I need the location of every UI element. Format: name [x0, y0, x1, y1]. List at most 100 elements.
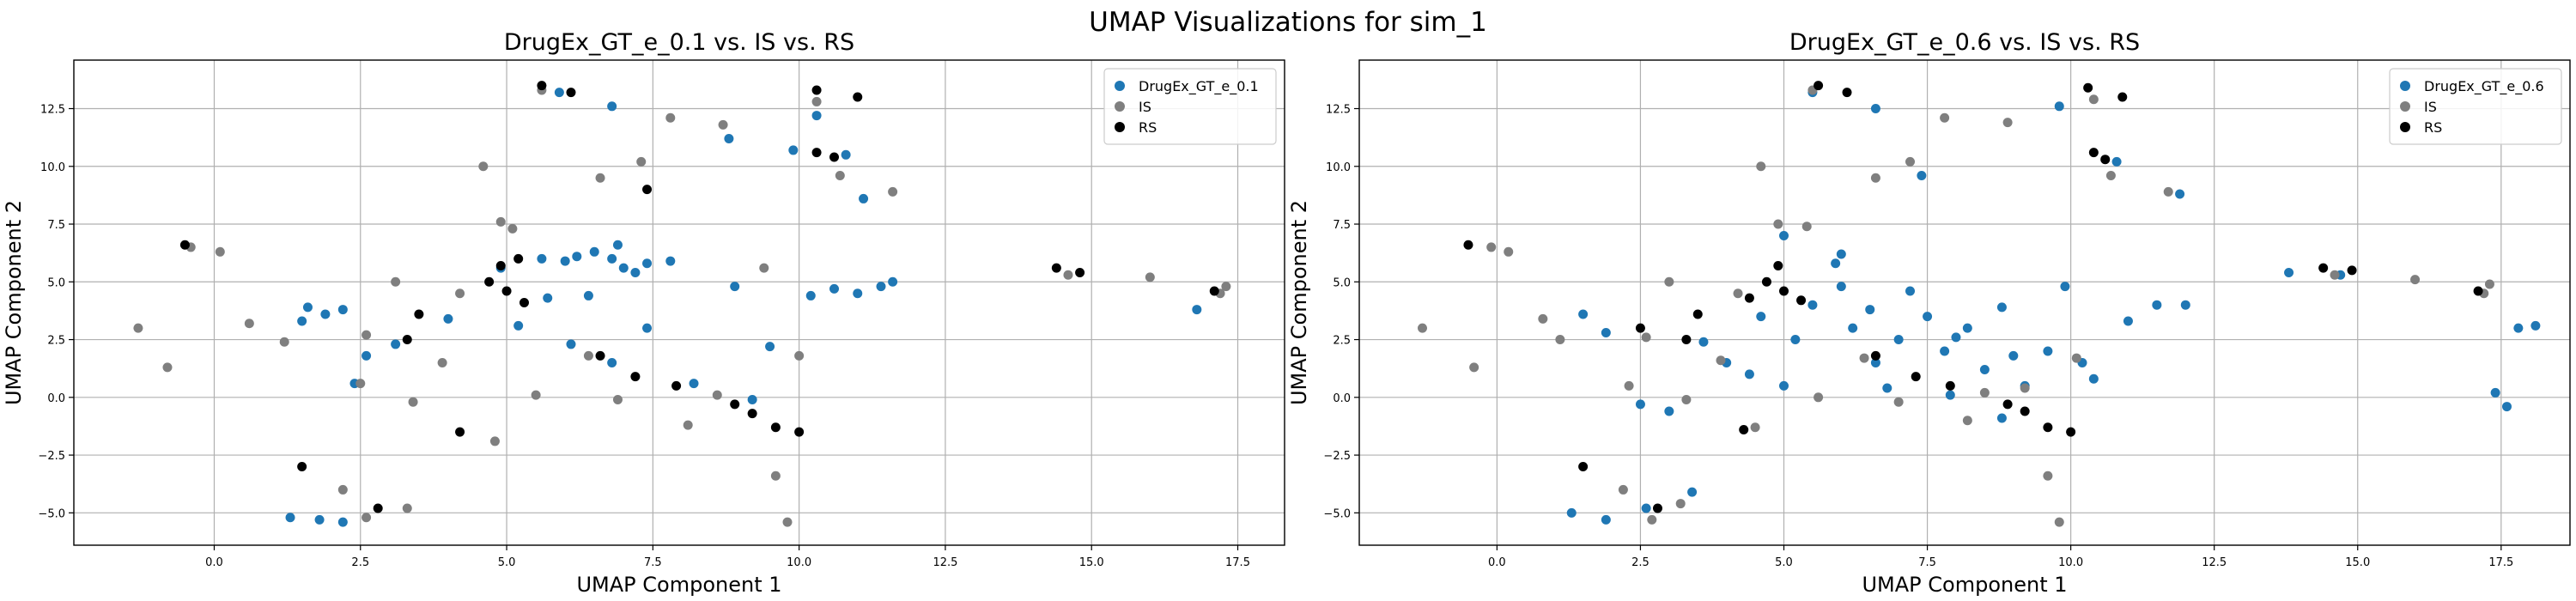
scatter-point [1911, 372, 1921, 382]
scatter-point [1744, 293, 1754, 303]
scatter-point [2330, 270, 2340, 280]
scatter-point [1940, 112, 1950, 123]
scatter-point [712, 390, 722, 400]
x-tick-label: 5.0 [498, 556, 516, 569]
legend-marker [1115, 101, 1125, 112]
scatter-point [2088, 94, 2099, 105]
scatter-point [320, 309, 331, 319]
scatter-point [853, 92, 863, 102]
scatter-point [519, 298, 529, 307]
scatter-point [2071, 353, 2081, 363]
scatter-point [811, 111, 822, 121]
scatter-point [1807, 300, 1818, 310]
scatter-point [583, 290, 593, 300]
legend-box [1103, 68, 1277, 145]
scatter-point [2513, 323, 2524, 333]
scatter-point [1870, 357, 1880, 367]
x-tick-label: 7.5 [1918, 556, 1936, 569]
scatter-point [683, 420, 693, 430]
scatter-point [765, 342, 775, 352]
scatter-point [607, 357, 617, 367]
scatter-point [1664, 276, 1674, 287]
scatter-point [501, 286, 512, 296]
scatter-point [829, 152, 840, 162]
scatter-point [1756, 161, 1766, 172]
series-2 [1463, 81, 2483, 513]
scatter-point [566, 339, 576, 349]
scatter-point [1566, 507, 1577, 518]
scatter-point [554, 88, 564, 98]
x-tick-label: 12.5 [933, 556, 957, 569]
scatter-point [2111, 156, 2122, 167]
scatter-point [162, 362, 173, 373]
scatter-point [2175, 189, 2185, 199]
scatter-point [1716, 355, 1726, 366]
scatter-point [724, 133, 734, 143]
scatter-point [794, 427, 805, 437]
scatter-point [1893, 335, 1904, 345]
axes-frame [1358, 59, 2571, 546]
scatter-point [759, 263, 769, 273]
scatter-point [408, 397, 418, 407]
scatter-point [1790, 335, 1801, 345]
scatter-point [1744, 369, 1754, 379]
x-tick-label: 2.5 [1631, 556, 1649, 569]
scatter-point [414, 309, 424, 319]
x-tick-label: 5.0 [1775, 556, 1793, 569]
scatter-point [1192, 305, 1202, 315]
scatter-point [455, 427, 465, 437]
scatter-point [1578, 309, 1589, 319]
scatter-point [607, 253, 617, 264]
scatter-point [1796, 295, 1807, 306]
scatter-point [747, 409, 757, 419]
scatter-point [1979, 365, 1990, 375]
scatter-point [513, 320, 524, 331]
scatter-point [859, 193, 869, 203]
scatter-point [1698, 337, 1709, 347]
scatter-point [2152, 300, 2162, 310]
scatter-point [361, 513, 372, 523]
scatter-point [1063, 270, 1073, 280]
scatter-point [361, 350, 372, 361]
x-tick-label: 0.0 [205, 556, 223, 569]
y-tick-label: 0.0 [1333, 392, 1351, 405]
scatter-point [805, 290, 816, 300]
scatter-point [1504, 246, 1514, 257]
y-axis-label: UMAP Component 2 [2, 200, 26, 405]
scatter-point [2088, 148, 2099, 158]
panel-title: DrugEx_GT_e_0.6 vs. IS vs. RS [1789, 29, 2140, 56]
scatter-point [876, 282, 886, 292]
scatter-point [829, 283, 840, 294]
scatter-point [566, 88, 576, 98]
scatter-point [437, 357, 447, 367]
y-tick-label: 10.0 [1326, 161, 1351, 174]
scatter-point [279, 337, 289, 347]
scatter-point [455, 288, 465, 299]
scatter-point [630, 372, 641, 382]
x-tick-label: 10.0 [2058, 556, 2083, 569]
scatter-point [2043, 422, 2053, 433]
scatter-point [689, 379, 699, 389]
scatter-point [2180, 300, 2190, 310]
scatter-point [1739, 424, 1749, 434]
legend-entry: RS [1139, 119, 1157, 136]
scatter-point [2473, 286, 2483, 296]
scatter-point [1538, 313, 1548, 324]
scatter-panel-left: 0.0 2.5 5.0 7.5 10.0 12.5 15.0 17.5 −5.0 −2.5 0.0 2… [2, 29, 1285, 597]
y-tick-label: 5.0 [47, 276, 65, 289]
scatter-point [1979, 387, 1990, 398]
scatter-point [1221, 282, 1231, 292]
scatter-point [1761, 276, 1771, 287]
scatter-point [1641, 503, 1651, 513]
scatter-point [2530, 320, 2541, 331]
scatter-point [402, 503, 412, 513]
scatter-point [794, 350, 805, 361]
scatter-point [718, 119, 728, 130]
figure-title: UMAP Visualizations for sim_1 [1089, 7, 1487, 38]
scatter-point [2066, 427, 2076, 437]
scatter-point [1923, 312, 1933, 322]
series-0 [1566, 88, 2541, 525]
scatter-point [495, 216, 506, 227]
scatter-point [665, 256, 676, 266]
scatter-point [811, 148, 822, 158]
